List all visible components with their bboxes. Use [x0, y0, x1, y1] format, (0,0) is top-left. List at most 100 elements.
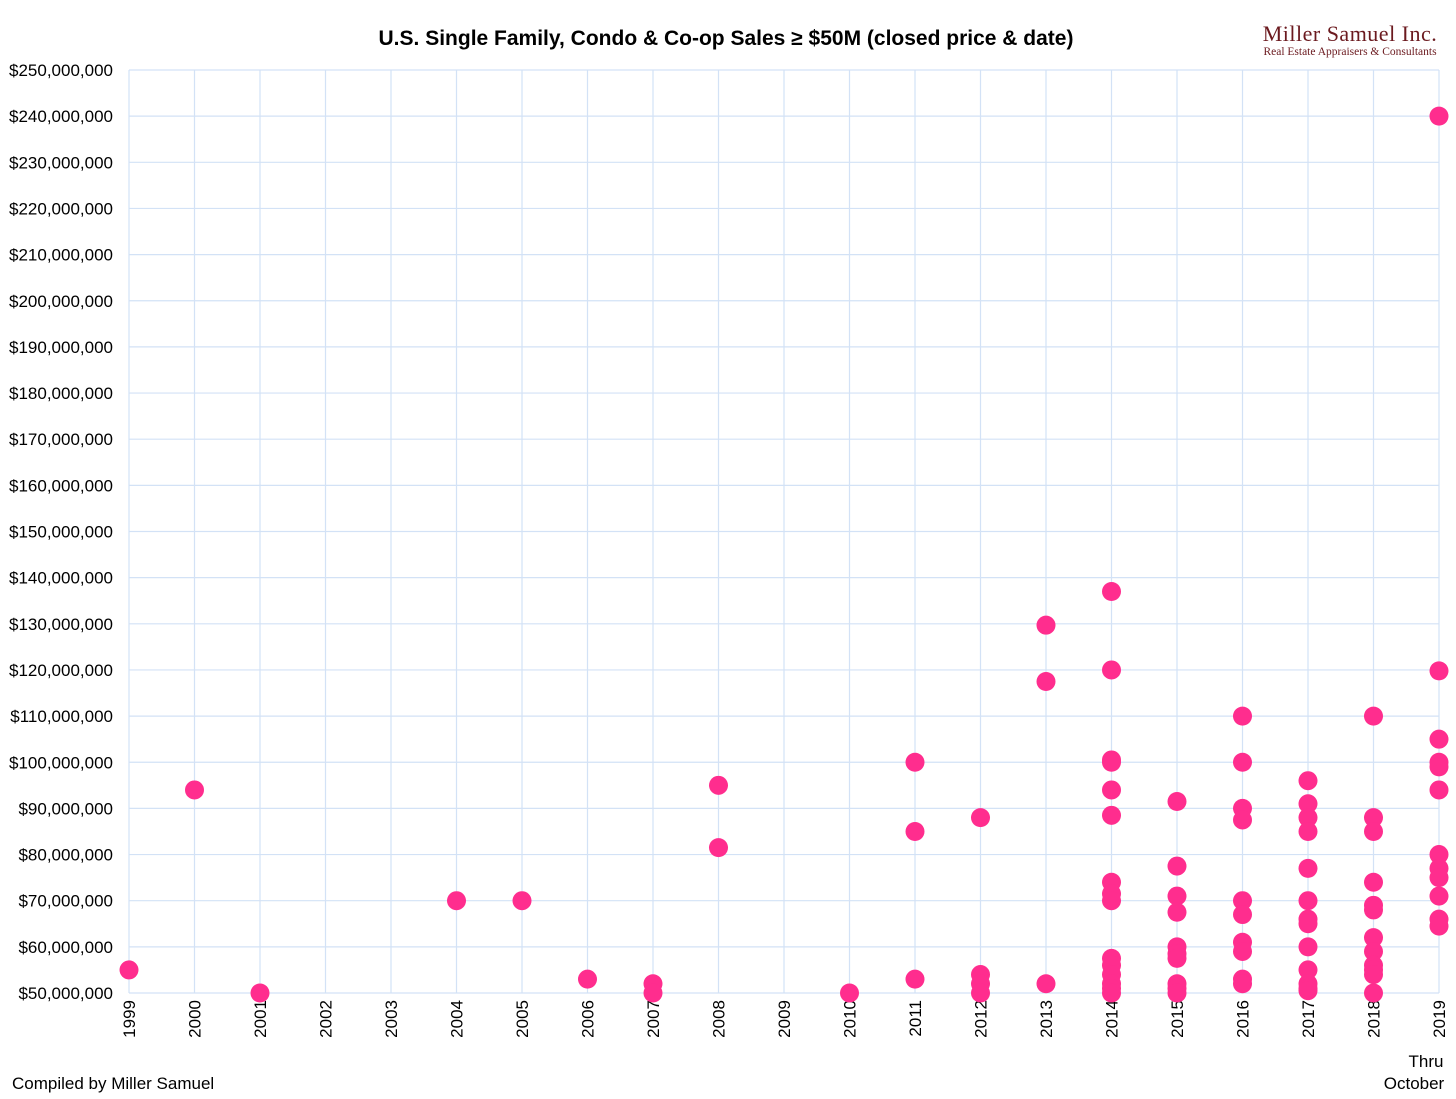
data-point: [1364, 941, 1383, 961]
x-tick-label: 2018: [1365, 1000, 1384, 1038]
x-tick-label: 2002: [317, 1000, 336, 1038]
data-point: [119, 960, 139, 980]
data-point: [1364, 928, 1383, 948]
y-tick-label: $160,000,000: [9, 476, 113, 495]
y-tick-label: $50,000,000: [18, 984, 113, 1003]
data-point: [1102, 983, 1121, 1003]
x-axis-note-line2: October: [1384, 1074, 1445, 1093]
y-tick-label: $220,000,000: [9, 199, 113, 218]
data-point: [1429, 868, 1449, 888]
data-point: [1429, 757, 1449, 777]
data-point: [1167, 791, 1187, 811]
chart-title: U.S. Single Family, Condo & Co-op Sales …: [379, 27, 1074, 50]
y-tick-label: $170,000,000: [9, 430, 113, 449]
data-point: [1036, 671, 1056, 691]
logo-tagline: Real Estate Appraisers & Consultants: [1263, 46, 1437, 58]
y-tick-label: $200,000,000: [9, 292, 113, 311]
data-point: [1364, 965, 1383, 985]
y-tick-label: $80,000,000: [18, 846, 113, 865]
data-point: [971, 808, 990, 828]
x-tick-label: 2017: [1299, 1000, 1318, 1038]
data-point: [1429, 916, 1449, 936]
x-tick-label: 2009: [775, 1000, 794, 1038]
data-point: [1364, 706, 1383, 726]
y-tick-label: $250,000,000: [9, 61, 113, 80]
data-point: [1167, 886, 1187, 906]
data-point: [1429, 106, 1449, 126]
y-tick-label: $60,000,000: [18, 938, 113, 957]
y-tick-label: $150,000,000: [9, 523, 113, 542]
grid-lines: [128, 69, 1440, 994]
x-tick-label: 2000: [186, 1000, 205, 1038]
data-point: [709, 775, 728, 795]
x-tick-label: 2010: [841, 1000, 860, 1038]
data-point: [905, 752, 925, 772]
x-tick-label: 2012: [972, 1000, 991, 1038]
data-point: [643, 983, 663, 1003]
y-tick-label: $140,000,000: [9, 569, 113, 588]
data-point: [1298, 914, 1318, 934]
data-point: [1233, 905, 1252, 925]
logo-name: Miller Samuel Inc.: [1263, 21, 1438, 46]
x-tick-label: 2013: [1037, 1000, 1056, 1038]
data-point: [1298, 937, 1318, 957]
data-point: [512, 891, 532, 911]
x-tick-label: 1999: [120, 1000, 139, 1038]
y-tick-label: $210,000,000: [9, 246, 113, 265]
y-tick-label: $190,000,000: [9, 338, 113, 357]
data-point: [578, 969, 597, 989]
data-point: [1102, 581, 1121, 601]
data-point: [1364, 900, 1383, 920]
data-point: [1429, 845, 1449, 865]
data-point: [1364, 983, 1383, 1003]
data-point: [1429, 886, 1449, 906]
x-tick-label: 2006: [579, 1000, 598, 1038]
data-point: [1298, 858, 1318, 878]
data-point: [1102, 891, 1121, 911]
y-tick-label: $130,000,000: [9, 615, 113, 634]
x-tick-label: 2011: [906, 1000, 925, 1037]
x-tick-label: 2019: [1430, 1000, 1449, 1038]
data-point: [1298, 891, 1318, 911]
data-point: [1364, 808, 1383, 828]
data-point: [1233, 891, 1252, 911]
x-tick-label: 2014: [1103, 1000, 1122, 1038]
data-point: [1102, 752, 1121, 772]
data-point: [1298, 808, 1318, 828]
y-tick-label: $110,000,000: [10, 707, 113, 726]
x-tick-label: 2016: [1234, 1000, 1253, 1038]
y-tick-label: $70,000,000: [18, 892, 113, 911]
data-point: [1233, 752, 1252, 772]
data-point: [1233, 974, 1252, 994]
y-tick-label: $230,000,000: [9, 153, 113, 172]
data-point: [905, 969, 925, 989]
data-point: [1298, 960, 1318, 980]
data-point: [840, 983, 859, 1003]
data-point: [1233, 941, 1252, 961]
data-point: [1298, 981, 1318, 1001]
x-tick-label: 2001: [251, 1000, 270, 1038]
data-point: [1429, 780, 1449, 800]
x-tick-label: 2004: [448, 1000, 467, 1038]
y-axis-ticks: $50,000,000 $60,000,000 $70,000,000 $80,000…: [9, 61, 113, 1003]
data-point: [1364, 872, 1383, 892]
data-point: [1364, 821, 1383, 841]
x-tick-label: 2008: [710, 1000, 729, 1038]
data-point: [185, 780, 204, 800]
data-point: [1167, 983, 1187, 1003]
x-tick-label: 2005: [513, 1000, 532, 1038]
x-axis-ticks: 1999 2000 2001 2002 2003 2004 2005 2006 2007 2008…: [120, 1000, 1449, 1038]
x-axis-note-line1: Thru: [1409, 1052, 1444, 1071]
data-point: [971, 983, 990, 1003]
y-tick-label: $120,000,000: [9, 661, 113, 680]
y-tick-label: $240,000,000: [9, 107, 113, 126]
data-point: [1036, 974, 1056, 994]
y-tick-label: $180,000,000: [9, 384, 113, 403]
data-point: [1036, 615, 1056, 635]
data-point: [1167, 902, 1187, 922]
data-point: [1167, 948, 1187, 968]
data-point: [905, 821, 925, 841]
y-tick-label: $90,000,000: [18, 799, 113, 818]
data-point: [1298, 821, 1318, 841]
